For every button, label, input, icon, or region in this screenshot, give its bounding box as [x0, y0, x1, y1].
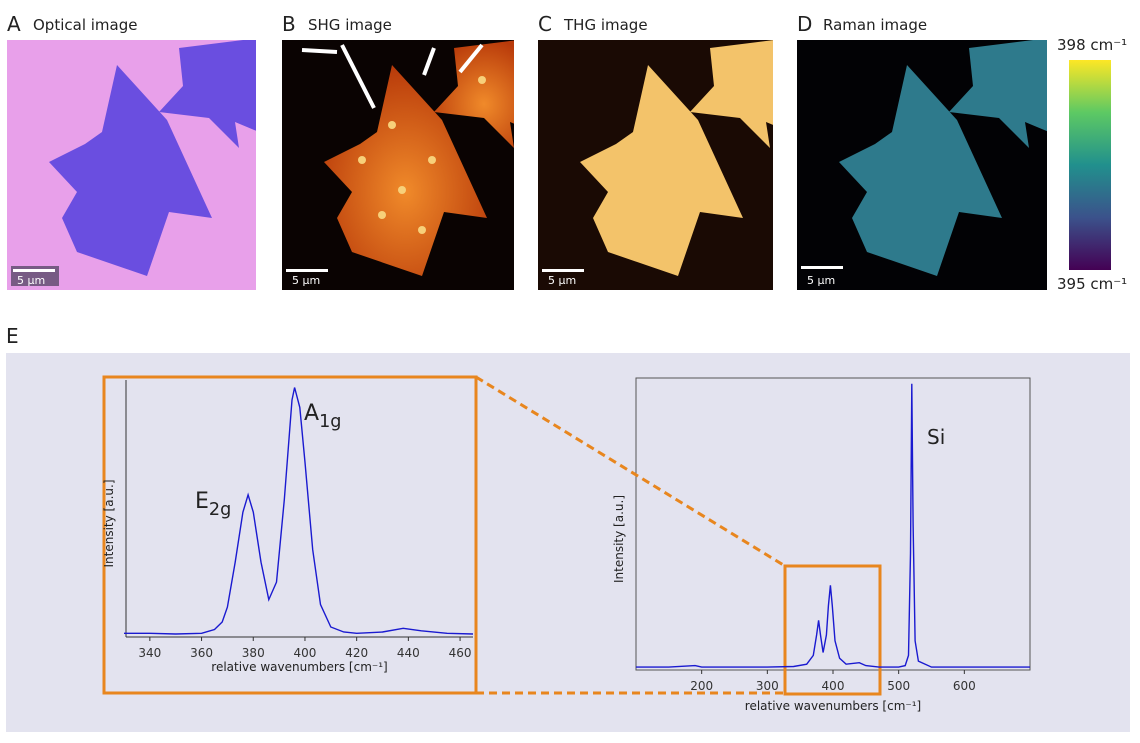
peak-label: Si	[927, 425, 945, 449]
x-tick-label: 200	[690, 679, 713, 693]
x-tick-label: 340	[138, 646, 161, 660]
x-tick-label: 400	[294, 646, 317, 660]
peak-label: E2g	[195, 489, 231, 520]
raman-image	[797, 40, 1047, 290]
peak-name: E	[195, 489, 209, 514]
scale-bar-label: 5 µm	[807, 274, 835, 287]
panel-title: THG image	[563, 16, 648, 34]
x-tick-label: 420	[345, 646, 368, 660]
scale-bar-label: 5 µm	[548, 274, 576, 287]
panel-letter: A	[7, 12, 21, 36]
zoom-guides	[102, 375, 882, 696]
peak-name: A	[304, 401, 319, 426]
panel-letter: E	[6, 324, 19, 348]
colorbar-max: 398 cm⁻¹	[1057, 36, 1127, 54]
x-tick-label: 440	[397, 646, 420, 660]
peak-name: Si	[927, 425, 945, 449]
optical-image	[7, 40, 256, 290]
spectrum-line	[636, 383, 1030, 668]
y-axis-title: Intensity [a.u.]	[102, 480, 116, 568]
panel-letter: B	[282, 12, 296, 36]
peak-label: A1g	[304, 401, 341, 432]
y-axis-title: Intensity [a.u.]	[612, 495, 626, 583]
x-axis-title: relative wavenumbers [cm⁻¹]	[745, 699, 921, 713]
scale-bar-label: 5 µm	[292, 274, 320, 287]
x-tick-label: 400	[822, 679, 845, 693]
scale-bar-label: 5 µm	[17, 274, 45, 287]
x-tick-label: 300	[756, 679, 779, 693]
shg-image	[282, 40, 514, 290]
panel-e-background	[6, 353, 1130, 732]
panel-letter: D	[797, 12, 812, 36]
panel-letter: C	[538, 12, 552, 36]
panel-title: SHG image	[308, 16, 392, 34]
x-axis-title: relative wavenumbers [cm⁻¹]	[211, 660, 387, 674]
spectrum-line	[124, 387, 474, 635]
colorbar-min: 395 cm⁻¹	[1057, 275, 1127, 293]
x-tick-label: 600	[953, 679, 976, 693]
peak-subscript: 1g	[319, 412, 341, 432]
x-tick-label: 360	[190, 646, 213, 660]
thg-image	[538, 40, 773, 290]
peak-subscript: 2g	[209, 500, 231, 520]
panel-title: Raman image	[823, 16, 927, 34]
x-tick-label: 460	[449, 646, 472, 660]
x-tick-label: 380	[242, 646, 265, 660]
x-tick-label: 500	[887, 679, 910, 693]
panel-title: Optical image	[33, 16, 137, 34]
colorbar	[1069, 60, 1111, 270]
